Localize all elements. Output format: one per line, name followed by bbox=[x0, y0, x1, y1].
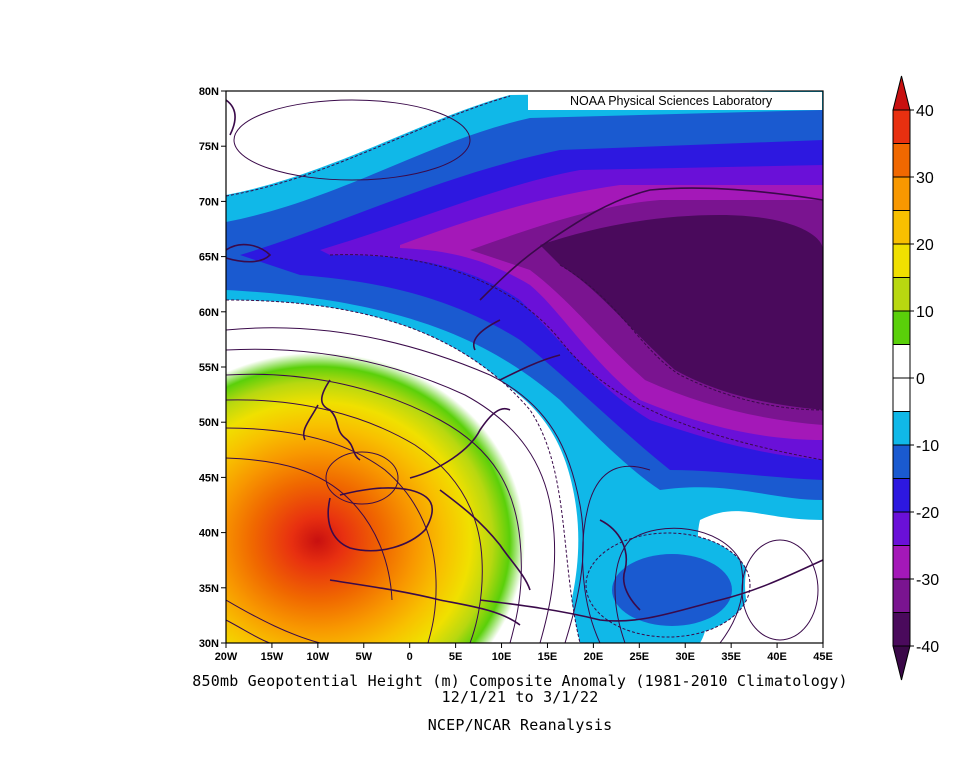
lat-tick-label: 50N bbox=[199, 417, 219, 429]
colorbar-segment bbox=[892, 444, 911, 479]
figure-title: 850mb Geopotential Height (m) Composite … bbox=[192, 672, 848, 690]
lon-tick-label: 40E bbox=[767, 651, 787, 663]
colorbar-segment bbox=[892, 109, 911, 144]
lat-tick-label: 30N bbox=[199, 638, 219, 650]
colorbar-tick-label: -10 bbox=[916, 438, 939, 455]
lon-tick-label: 25E bbox=[630, 651, 650, 663]
colorbar-segment bbox=[892, 310, 911, 345]
lat-tick-label: 80N bbox=[199, 86, 219, 98]
lon-tick-label: 20W bbox=[215, 651, 238, 663]
colorbar-tick-label: -30 bbox=[916, 572, 939, 589]
colorbar-segment bbox=[892, 612, 911, 647]
lon-tick-label: 30E bbox=[675, 651, 695, 663]
colorbar-segment bbox=[892, 176, 911, 211]
lon-tick-label: 45E bbox=[813, 651, 833, 663]
lat-tick-label: 60N bbox=[199, 307, 219, 319]
lon-tick-label: 15W bbox=[261, 651, 284, 663]
lat-tick-label: 75N bbox=[199, 141, 219, 153]
lon-tick-label: 35E bbox=[721, 651, 741, 663]
lon-tick-label: 0 bbox=[407, 651, 413, 663]
colorbar-tick-label: -40 bbox=[916, 639, 939, 656]
colorbar-tick-label: 20 bbox=[916, 237, 934, 254]
colorbar-segment bbox=[892, 478, 911, 513]
colorbar-segment bbox=[892, 277, 911, 312]
lat-tick-label: 45N bbox=[199, 472, 219, 484]
lat-tick-label: 40N bbox=[199, 528, 219, 540]
colorbar-segment bbox=[892, 344, 911, 379]
colorbar-segment bbox=[892, 143, 911, 178]
map-field bbox=[226, 91, 823, 643]
figure-date-range: 12/1/21 to 3/1/22 bbox=[441, 688, 599, 706]
lon-tick-label: 15E bbox=[538, 651, 558, 663]
lon-tick-label: 5E bbox=[449, 651, 462, 663]
lat-tick-label: 65N bbox=[199, 252, 219, 264]
latitude-axis: 80N 75N 70N 65N 60N 55N 50N 45N 40N 35N 30N bbox=[199, 86, 226, 650]
lon-tick-label: 10W bbox=[307, 651, 330, 663]
lat-tick-label: 55N bbox=[199, 362, 219, 374]
figure-source: NCEP/NCAR Reanalysis bbox=[427, 716, 613, 734]
colorbar-tick-label: 30 bbox=[916, 170, 934, 187]
lon-tick-label: 10E bbox=[492, 651, 512, 663]
colorbar-tick-label: 0 bbox=[916, 371, 925, 388]
colorbar-over-arrow bbox=[892, 75, 911, 111]
colorbar-segment bbox=[892, 243, 911, 278]
credit-label: NOAA Physical Sciences Laboratory bbox=[570, 94, 773, 108]
lon-tick-label: 20E bbox=[584, 651, 604, 663]
credit-box bbox=[528, 92, 822, 110]
colorbar-segment bbox=[892, 210, 911, 245]
colorbar-tick-label: -20 bbox=[916, 505, 939, 522]
lat-tick-label: 35N bbox=[199, 583, 219, 595]
colorbar: 40 30 20 10 0 -10 -20 -30 -40 bbox=[892, 75, 939, 681]
colorbar-segment bbox=[892, 411, 911, 446]
colorbar-segment bbox=[892, 377, 911, 412]
colorbar-segment bbox=[892, 511, 911, 546]
colorbar-segment bbox=[892, 545, 911, 580]
colorbar-tick-label: 40 bbox=[916, 103, 934, 120]
lon-tick-label: 5W bbox=[356, 651, 373, 663]
colorbar-tick-label: 10 bbox=[916, 304, 934, 321]
longitude-axis: 20W 15W 10W 5W 0 5E 10E 15E 20E 25E 30E 35E 40E 45E bbox=[215, 643, 833, 663]
colorbar-segment bbox=[892, 578, 911, 613]
lat-tick-label: 70N bbox=[199, 196, 219, 208]
